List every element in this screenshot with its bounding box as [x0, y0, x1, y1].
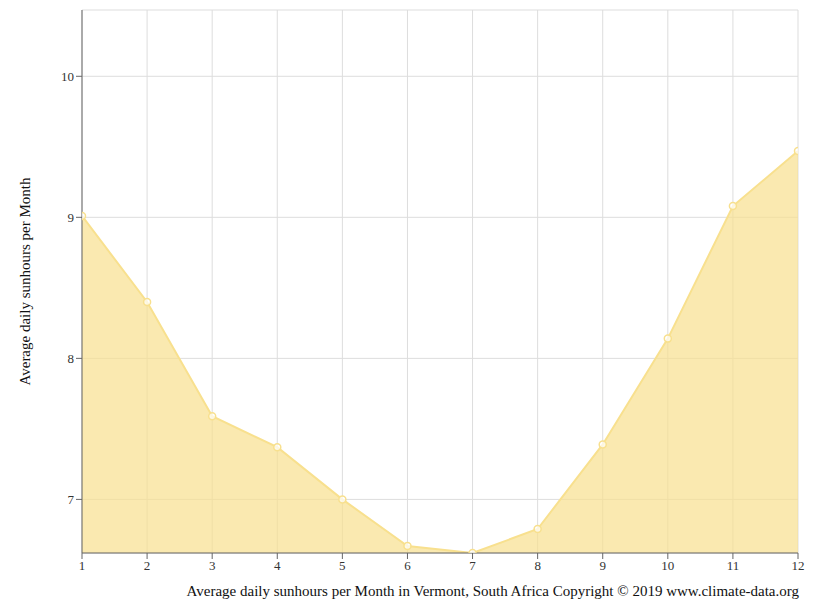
svg-text:5: 5: [339, 558, 346, 573]
svg-text:2: 2: [144, 558, 151, 573]
svg-text:8: 8: [534, 558, 541, 573]
svg-text:1: 1: [79, 558, 86, 573]
svg-text:Average daily sunhours per Mon: Average daily sunhours per Month: [17, 177, 33, 386]
svg-text:8: 8: [68, 351, 75, 366]
svg-text:7: 7: [68, 492, 75, 507]
svg-text:3: 3: [209, 558, 216, 573]
svg-text:12: 12: [792, 558, 805, 573]
svg-text:11: 11: [727, 558, 740, 573]
svg-text:4: 4: [274, 558, 281, 573]
svg-text:6: 6: [404, 558, 411, 573]
html-text:Average daily sunhours per Mon: Average daily sunhours per Month in Verm…: [186, 583, 799, 599]
svg-text:9: 9: [68, 210, 75, 225]
svg-text:10: 10: [661, 558, 674, 573]
svg-text:9: 9: [599, 558, 606, 573]
svg-text:7: 7: [469, 558, 476, 573]
svg-text:10: 10: [61, 69, 74, 84]
